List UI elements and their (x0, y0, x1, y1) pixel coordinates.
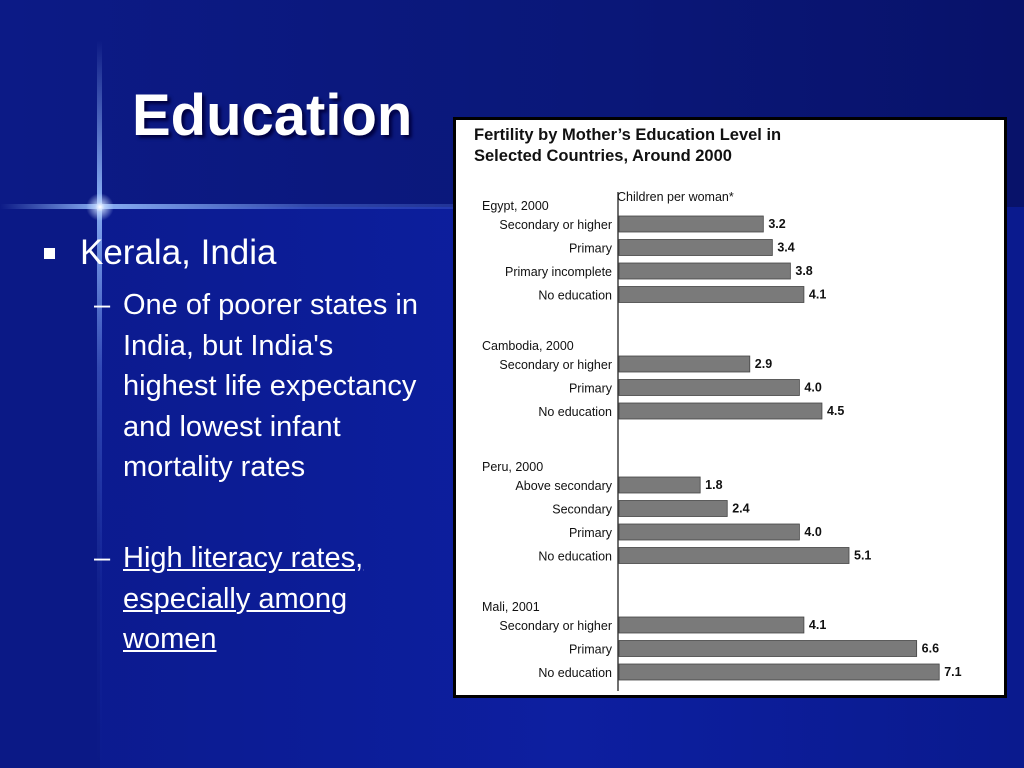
data-label: 1.8 (705, 478, 722, 492)
group-label: Cambodia, 2000 (482, 339, 574, 353)
dash-bullet: – (94, 289, 111, 321)
chart-svg: Fertility by Mother’s Education Level in… (474, 126, 962, 691)
data-label: 3.8 (795, 264, 812, 278)
light-flare-star-icon (86, 193, 114, 221)
bar (618, 640, 918, 657)
bar (618, 476, 701, 494)
category-label: No education (538, 550, 612, 564)
category-label: Primary (569, 526, 613, 540)
data-label: 5.1 (854, 549, 871, 563)
subbullet-hyperlink[interactable]: High literacy rates, especially among wo… (123, 542, 364, 655)
data-label: 7.1 (944, 665, 961, 679)
bar (618, 402, 823, 420)
background-left-band (0, 207, 100, 768)
data-label: 4.0 (804, 381, 821, 395)
group-label: Egypt, 2000 (482, 199, 549, 213)
axis-label: Children per woman* (617, 190, 734, 204)
chart-title-line: Selected Countries, Around 2000 (474, 147, 732, 165)
chart-title-line: Fertility by Mother’s Education Level in (474, 126, 781, 144)
category-label: Primary (569, 643, 613, 657)
group-label: Peru, 2000 (482, 460, 543, 474)
bar (618, 616, 805, 634)
data-label: 2.9 (755, 357, 772, 371)
category-label: No education (538, 405, 612, 419)
category-label: Primary incomplete (505, 265, 612, 279)
data-label: 4.1 (809, 618, 826, 632)
category-label: Primary (569, 242, 613, 256)
slide-title: Education (132, 83, 413, 148)
category-label: Secondary or higher (499, 619, 612, 633)
data-label: 4.1 (809, 288, 826, 302)
bar (618, 215, 764, 233)
bar (618, 663, 940, 681)
data-label: 3.2 (768, 217, 785, 231)
category-label: Above secondary (515, 479, 612, 493)
bar (618, 355, 751, 373)
subbullet-text: One of poorer states in India, but India… (123, 289, 418, 483)
square-bullet-icon (44, 248, 55, 259)
category-label: No education (538, 666, 612, 680)
bar (618, 547, 850, 564)
dash-bullet: – (94, 542, 111, 574)
bar (618, 262, 791, 280)
data-label: 2.4 (732, 502, 749, 516)
fertility-chart: Fertility by Mother’s Education Level in… (453, 117, 1007, 698)
data-label: 6.6 (922, 642, 939, 656)
data-label: 3.4 (777, 241, 794, 255)
bar (618, 286, 805, 303)
bar (618, 500, 728, 517)
data-label: 4.5 (827, 404, 844, 418)
category-label: Secondary or higher (499, 358, 612, 372)
light-flare-vertical (97, 40, 102, 768)
category-label: No education (538, 289, 612, 303)
bar (618, 379, 800, 396)
category-label: Secondary or higher (499, 218, 612, 232)
data-label: 4.0 (804, 525, 821, 539)
bar (618, 523, 800, 541)
bar (618, 239, 773, 256)
category-label: Primary (569, 382, 613, 396)
bullet-text: Kerala, India (80, 233, 277, 272)
group-label: Mali, 2001 (482, 600, 540, 614)
category-label: Secondary (552, 503, 613, 517)
